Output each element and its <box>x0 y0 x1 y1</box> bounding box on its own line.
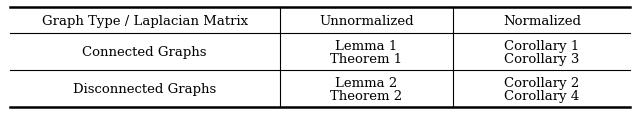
Text: Graph Type / Laplacian Matrix: Graph Type / Laplacian Matrix <box>42 14 248 27</box>
Text: Theorem 2: Theorem 2 <box>330 89 403 102</box>
Text: Disconnected Graphs: Disconnected Graphs <box>73 82 216 95</box>
Text: Unnormalized: Unnormalized <box>319 14 414 27</box>
Text: Normalized: Normalized <box>503 14 581 27</box>
Text: Corollary 1: Corollary 1 <box>504 39 580 52</box>
Text: Theorem 1: Theorem 1 <box>330 52 403 65</box>
Text: Corollary 3: Corollary 3 <box>504 52 580 65</box>
Text: Corollary 2: Corollary 2 <box>504 76 580 89</box>
Text: Corollary 4: Corollary 4 <box>504 89 580 102</box>
Text: Lemma 2: Lemma 2 <box>335 76 397 89</box>
Text: Connected Graphs: Connected Graphs <box>83 46 207 59</box>
Text: Lemma 1: Lemma 1 <box>335 39 397 52</box>
